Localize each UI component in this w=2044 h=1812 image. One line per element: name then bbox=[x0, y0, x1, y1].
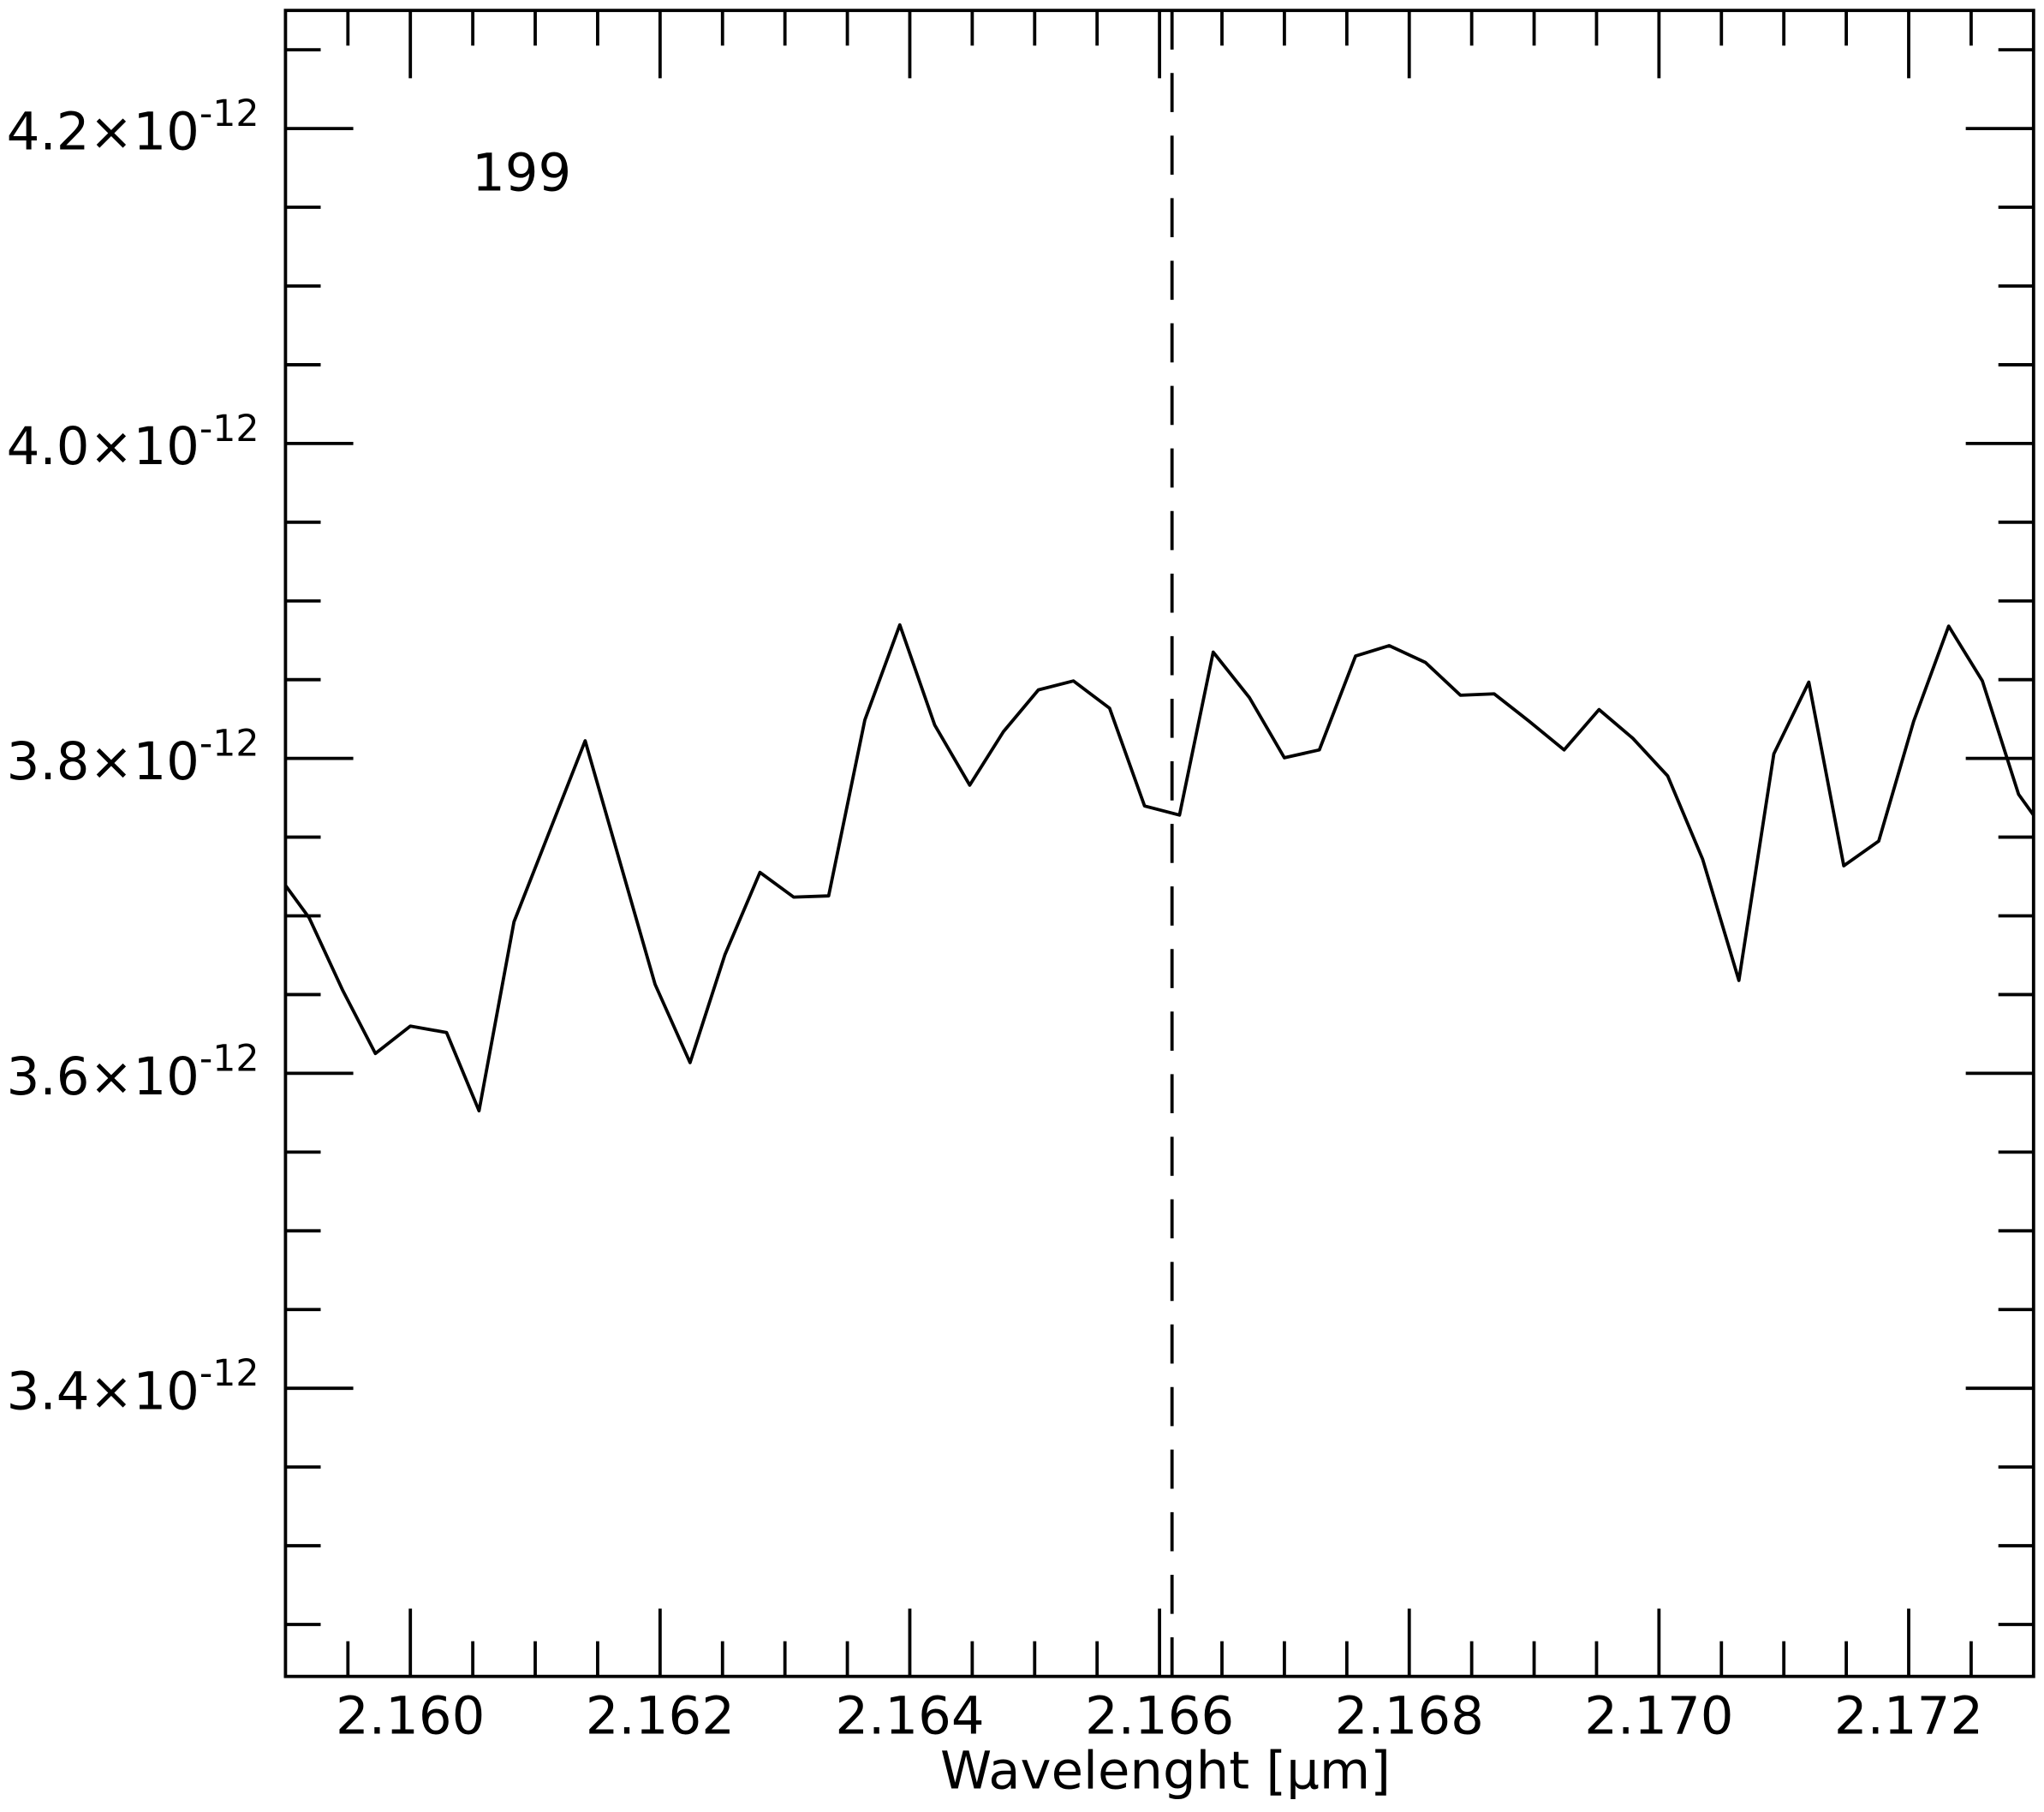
y-tick-mantissa: 3.8×10 bbox=[7, 731, 200, 792]
x-tick-label: 2.168 bbox=[1335, 1686, 1484, 1747]
y-tick-exponent: -12 bbox=[200, 408, 259, 450]
x-tick-label: 2.166 bbox=[1085, 1686, 1234, 1747]
y-tick-exponent: -12 bbox=[200, 1037, 259, 1080]
y-tick-label: 4.0×10-12 bbox=[7, 408, 259, 477]
y-tick-mantissa: 3.6×10 bbox=[7, 1046, 200, 1107]
y-tick-exponent: -12 bbox=[200, 723, 259, 766]
x-axis-label: Wavelenght [μm] bbox=[940, 1741, 1391, 1802]
y-tick-mantissa: 3.4×10 bbox=[7, 1362, 200, 1422]
data-line bbox=[283, 623, 2035, 1113]
x-tick-label: 2.160 bbox=[336, 1686, 485, 1747]
y-tick-exponent: -12 bbox=[200, 1352, 259, 1395]
plot-frame bbox=[283, 9, 2035, 1678]
annotation: 199 bbox=[472, 142, 571, 203]
x-tick-label: 2.172 bbox=[1834, 1686, 1983, 1747]
y-tick-exponent: -12 bbox=[200, 92, 259, 135]
y-tick-label: 3.6×10-12 bbox=[7, 1037, 259, 1106]
x-tick-label: 2.170 bbox=[1584, 1686, 1733, 1747]
x-tick-label: 2.164 bbox=[835, 1686, 984, 1747]
y-tick-label: 3.8×10-12 bbox=[7, 723, 259, 792]
y-tick-mantissa: 4.2×10 bbox=[7, 101, 200, 162]
y-tick-label: 3.4×10-12 bbox=[7, 1352, 259, 1422]
y-tick-label: 4.2×10-12 bbox=[7, 92, 259, 162]
x-tick-label: 2.162 bbox=[586, 1686, 735, 1747]
y-tick-mantissa: 4.0×10 bbox=[7, 416, 200, 477]
